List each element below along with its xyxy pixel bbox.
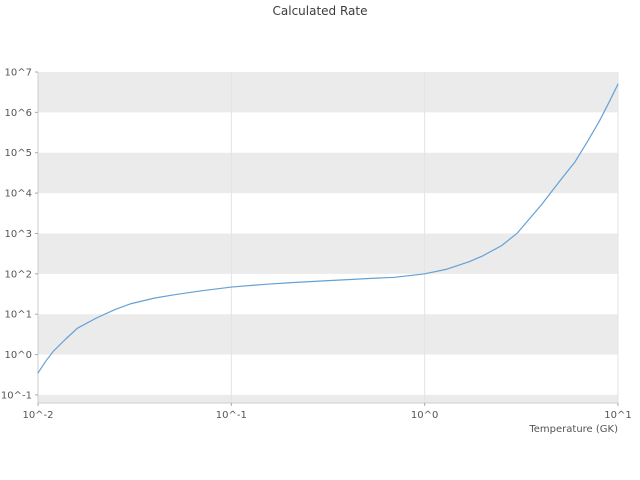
data-line-calculated-rate <box>37 83 619 374</box>
x-tick-label: 10^1 <box>604 410 631 421</box>
x-tick-label: 10^-2 <box>22 410 53 421</box>
x-tick-label: 10^0 <box>411 410 438 421</box>
y-tick-label: 10^7 <box>5 68 32 79</box>
y-tick-label: 10^4 <box>5 189 32 200</box>
y-tick-label: 10^3 <box>5 229 32 240</box>
x-tick-label: 10^-1 <box>216 410 247 421</box>
y-tick-label: 10^1 <box>5 310 32 321</box>
stripe-band <box>38 314 618 355</box>
y-tick-label: 10^5 <box>5 148 32 159</box>
chart-title: Calculated Rate <box>272 4 368 18</box>
stripe-band <box>38 72 618 113</box>
stripe-band <box>38 152 618 194</box>
stripe-band <box>38 394 618 403</box>
y-tick-label: 10^0 <box>5 350 32 361</box>
x-axis-label: Temperature (GK) <box>529 424 618 435</box>
y-tick-label: 10^-1 <box>1 390 32 401</box>
y-tick-label: 10^6 <box>5 108 32 119</box>
stripe-band <box>38 233 618 274</box>
y-tick-label: 10^2 <box>5 269 32 280</box>
